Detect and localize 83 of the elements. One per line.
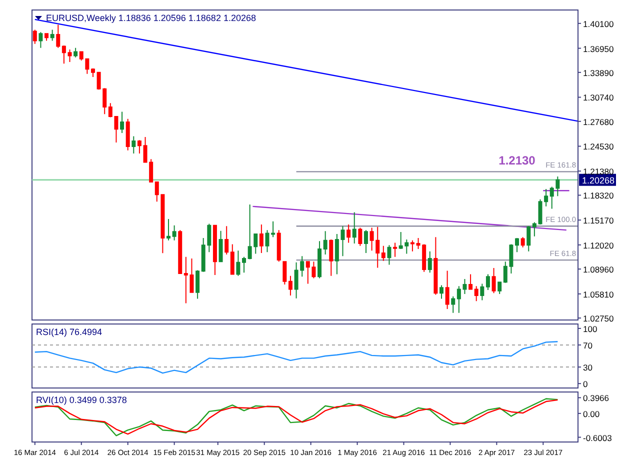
candlestick <box>340 226 345 257</box>
candlestick <box>486 274 490 291</box>
candlestick <box>346 224 351 244</box>
annotation: 1.2130 <box>498 154 536 168</box>
candlestick <box>393 242 398 258</box>
candlestick <box>451 296 456 314</box>
candlestick <box>44 33 49 42</box>
y-tick-label: 0.00 <box>583 408 600 419</box>
candlestick <box>440 284 444 300</box>
candlestick <box>468 274 473 290</box>
y-tick-label: -0.6003 <box>583 432 612 443</box>
y-tick-label: 1.27680 <box>583 116 614 127</box>
candlestick <box>526 226 531 252</box>
y-tick-label: 1.30740 <box>583 92 614 103</box>
candlestick <box>492 267 496 294</box>
candlestick <box>137 140 142 154</box>
candlestick <box>282 261 287 286</box>
y-tick-label: 30 <box>583 362 593 373</box>
candlestick <box>172 224 176 241</box>
candlestick <box>381 245 386 262</box>
candlestick <box>68 48 72 63</box>
candlestick <box>259 224 264 254</box>
y-tick-label: 1.05810 <box>583 289 614 300</box>
y-tick-label: 1.24530 <box>583 142 614 152</box>
candlestick <box>288 275 292 296</box>
candlestick <box>434 236 438 296</box>
candlestick <box>334 234 339 275</box>
candlestick <box>498 282 502 294</box>
chart-title: RVI(10) 0.3499 0.3378 <box>36 395 127 405</box>
candlestick <box>56 24 60 48</box>
candlestick <box>120 111 124 134</box>
candlestick <box>50 29 54 42</box>
y-tick-label: 1.36950 <box>583 44 614 54</box>
y-tick-label: 1.33890 <box>583 68 614 78</box>
candlestick <box>515 237 520 253</box>
y-tick-label: 1.12020 <box>583 240 614 250</box>
candlestick <box>323 230 328 256</box>
candlestick <box>271 220 276 238</box>
candlestick <box>445 270 450 310</box>
candlestick <box>544 188 548 207</box>
y-tick-label: 1.18320 <box>583 190 614 201</box>
candlestick <box>236 250 240 276</box>
candlestick <box>224 226 229 256</box>
candlestick <box>32 29 37 44</box>
y-tick-label: 0.3966 <box>583 393 610 404</box>
y-tick-label: 1.08960 <box>583 264 614 275</box>
line-series <box>34 341 558 374</box>
candlestick <box>358 227 362 246</box>
candlestick <box>387 244 392 266</box>
ref-line-label: 1.20268 <box>582 175 615 186</box>
y-tick-label: 1.15170 <box>583 216 614 226</box>
candlestick <box>166 218 170 241</box>
chart-title: RSI(14) 76.4994 <box>36 327 102 337</box>
candlestick <box>126 118 130 151</box>
candlestick <box>90 68 95 78</box>
y-tick-label: 0 <box>583 379 588 390</box>
candlestick <box>242 256 246 274</box>
candlestick <box>212 224 217 276</box>
candlestick <box>520 236 525 248</box>
y-tick-label: 1.40100 <box>583 18 614 29</box>
candlestick <box>364 230 368 254</box>
candlestick <box>265 230 270 253</box>
candlestick <box>132 136 136 154</box>
candlestick <box>318 240 322 279</box>
candlestick <box>329 239 334 276</box>
candlestick <box>352 212 356 244</box>
candlestick <box>428 250 432 274</box>
candlestick <box>474 286 478 302</box>
candlestick <box>178 230 182 274</box>
candlestick <box>410 240 414 252</box>
candlestick <box>62 44 66 64</box>
y-tick-label: 100 <box>583 324 598 334</box>
candlestick <box>276 230 281 262</box>
candlestick <box>230 244 234 275</box>
candlestick <box>74 47 78 58</box>
y-tick-label: 70 <box>583 340 593 350</box>
candlestick <box>480 283 484 301</box>
y-tick-label: 1.02750 <box>583 314 614 324</box>
candlestick <box>196 270 200 300</box>
candlestick <box>38 32 43 48</box>
candlestick <box>218 230 223 262</box>
chart-title: EURUSD,Weekly 1.18836 1.20596 1.18682 1.20268 <box>46 13 256 23</box>
y-tick-label: 1.21380 <box>583 166 614 177</box>
